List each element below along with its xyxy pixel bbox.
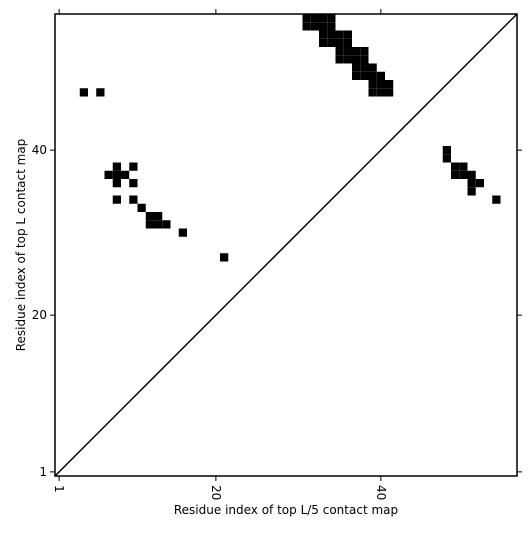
contact-cell: [112, 195, 121, 204]
contact-cell: [335, 55, 344, 64]
contact-cell: [343, 30, 352, 39]
contact-cell: [129, 179, 138, 188]
contact-cell: [475, 179, 484, 188]
contact-cell: [368, 88, 377, 97]
contact-cell: [154, 220, 163, 229]
contact-cell: [302, 14, 311, 23]
contact-cell: [335, 47, 344, 56]
contact-cell: [220, 253, 229, 262]
contact-cell: [319, 38, 328, 47]
contact-cell: [343, 55, 352, 64]
contact-cell: [319, 22, 328, 31]
contact-cell: [352, 63, 361, 72]
x-axis-label: Residue index of top L/5 contact map: [174, 503, 398, 517]
contact-cell: [360, 63, 369, 72]
y-tick-label: 40: [32, 143, 47, 157]
y-axis-label: Residue index of top L contact map: [14, 139, 28, 352]
contact-cell: [327, 14, 336, 23]
contact-cell: [385, 80, 394, 89]
contact-cell: [327, 30, 336, 39]
contact-cell: [376, 80, 385, 89]
contact-cell: [360, 47, 369, 56]
contact-cell: [368, 80, 377, 89]
contact-cell: [112, 170, 121, 179]
x-tick-label: 40: [374, 485, 388, 500]
contact-cell: [467, 179, 476, 188]
x-tick-label: 20: [209, 485, 223, 500]
contact-cell: [327, 22, 336, 31]
contact-cell: [129, 162, 138, 171]
contact-cell: [352, 55, 361, 64]
contact-cell: [302, 22, 311, 31]
contact-cell: [368, 71, 377, 80]
contact-cell: [335, 30, 344, 39]
contact-cell: [79, 88, 88, 97]
contact-cell: [376, 88, 385, 97]
contact-cell: [492, 195, 501, 204]
contact-cell: [319, 30, 328, 39]
contact-cell: [121, 170, 130, 179]
contact-cell: [310, 14, 319, 23]
contact-cell: [376, 71, 385, 80]
contact-cell: [459, 170, 468, 179]
contact-cell: [385, 88, 394, 97]
contact-cell: [145, 220, 154, 229]
x-tick-label: 1: [52, 485, 66, 493]
contact-cell: [319, 14, 328, 23]
y-tick-label: 1: [39, 465, 47, 479]
contact-cell: [459, 162, 468, 171]
contact-cell: [162, 220, 171, 229]
contact-cell: [360, 71, 369, 80]
contact-cell: [442, 146, 451, 155]
contact-cell: [451, 162, 460, 171]
contact-cell: [104, 170, 113, 179]
contact-cell: [343, 47, 352, 56]
plot-frame: [54, 13, 518, 477]
contact-cell: [442, 154, 451, 163]
contact-cell: [352, 71, 361, 80]
contact-cell: [129, 195, 138, 204]
contact-cell: [343, 38, 352, 47]
contact-cell: [112, 162, 121, 171]
contact-cell: [154, 212, 163, 221]
contact-cell: [352, 47, 361, 56]
contact-cell: [112, 179, 121, 188]
y-tick-label: 20: [32, 308, 47, 322]
contact-cell: [327, 38, 336, 47]
contact-cell: [145, 212, 154, 221]
contact-cell: [467, 170, 476, 179]
contact-cell: [178, 228, 187, 237]
contact-cell: [467, 187, 476, 196]
contact-cell: [96, 88, 105, 97]
contact-cell: [368, 63, 377, 72]
diagonal-line: [54, 13, 518, 477]
contact-cell: [451, 170, 460, 179]
contact-cell: [137, 203, 146, 212]
contact-cell: [310, 22, 319, 31]
contact-cell: [360, 55, 369, 64]
contact-cell: [335, 38, 344, 47]
